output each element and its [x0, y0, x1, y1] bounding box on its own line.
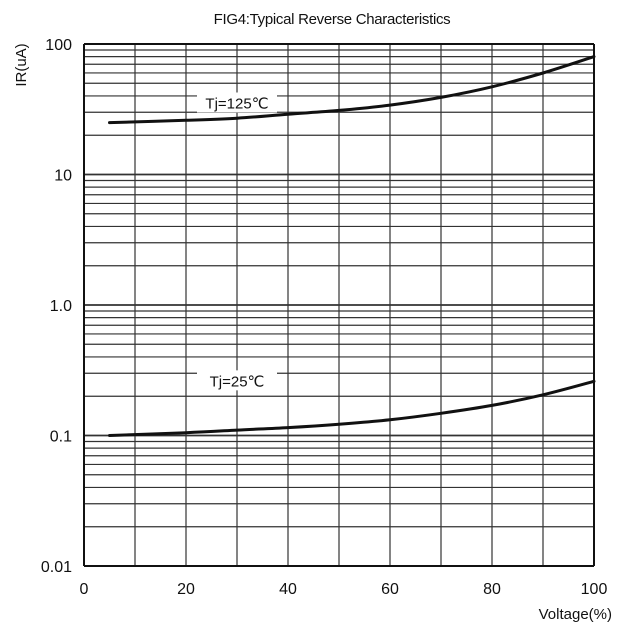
chart-title: FIG4:Typical Reverse Characteristics: [214, 11, 451, 28]
annotation-layer: Tj=125℃ Tj=25℃: [197, 92, 277, 391]
y-tick-label: 10: [54, 168, 72, 185]
x-axis-label: Voltage(%): [539, 606, 612, 623]
tick-labels: 0.01 0.1 1.0 10 100 0 20 40 60 80 100: [41, 37, 608, 598]
series-layer: [108, 55, 596, 437]
y-tick-label: 0.01: [41, 559, 72, 576]
series-line-0: [108, 55, 596, 125]
x-tick-label: 100: [581, 581, 608, 598]
y-tick-label: 1.0: [50, 298, 72, 315]
x-tick-label: 40: [279, 581, 297, 598]
y-tick-label: 100: [45, 37, 72, 54]
x-tick-label: 0: [80, 581, 89, 598]
y-tick-label: 0.1: [50, 429, 72, 446]
series-label: Tj=25℃: [210, 373, 265, 390]
series-label: Tj=125℃: [205, 95, 268, 112]
annotation-bg: [197, 92, 277, 113]
y-axis-label: IR(uA): [13, 43, 30, 86]
annotation-bg: [197, 370, 277, 391]
x-tick-label: 80: [483, 581, 501, 598]
series-line-1: [108, 379, 596, 437]
x-tick-label: 20: [177, 581, 195, 598]
grid: [83, 43, 595, 567]
x-tick-label: 60: [381, 581, 399, 598]
